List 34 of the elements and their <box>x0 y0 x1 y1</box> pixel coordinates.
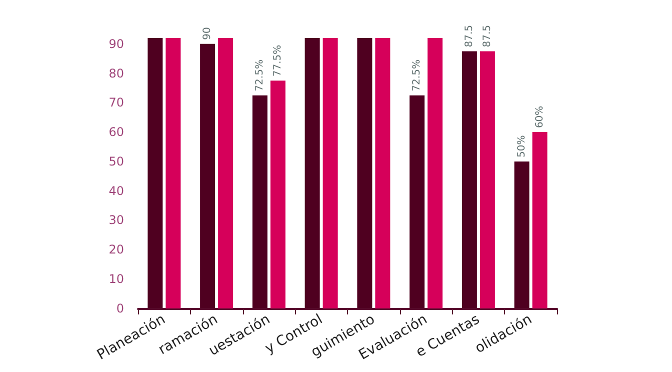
bar <box>375 38 390 308</box>
data-label: 72.5% <box>412 60 423 92</box>
data-label: 50% <box>516 135 528 158</box>
bar <box>218 38 234 308</box>
bar <box>480 51 495 308</box>
y-tick-label: 60 <box>108 125 124 140</box>
y-tick-label: 30 <box>108 213 124 228</box>
bar <box>322 38 338 308</box>
bar <box>200 44 216 308</box>
data-label: 77.5% <box>272 44 284 77</box>
bar <box>532 132 548 308</box>
y-tick-label: 40 <box>108 184 124 198</box>
bar <box>428 38 443 308</box>
bar <box>166 38 181 308</box>
bar <box>304 38 320 308</box>
y-tick-label: 50 <box>108 154 124 168</box>
bar <box>514 161 530 308</box>
bar <box>270 80 286 308</box>
data-label: 60% <box>534 106 546 128</box>
bar <box>252 95 268 308</box>
y-tick-label: 10 <box>108 272 124 286</box>
data-label: 87.5 <box>482 24 493 48</box>
y-tick-label: 0 <box>116 301 124 316</box>
data-label: 90 <box>202 27 214 40</box>
bar <box>357 38 372 308</box>
data-label: 72.5% <box>254 60 266 92</box>
y-tick-label: 80 <box>108 66 124 80</box>
y-tick-label: 70 <box>108 96 124 110</box>
y-tick-label: 20 <box>108 242 124 257</box>
data-label: 87.5 <box>464 24 475 48</box>
bar <box>410 95 425 308</box>
y-tick-label: 90 <box>108 36 124 51</box>
bar <box>148 38 163 308</box>
bar <box>462 51 477 308</box>
